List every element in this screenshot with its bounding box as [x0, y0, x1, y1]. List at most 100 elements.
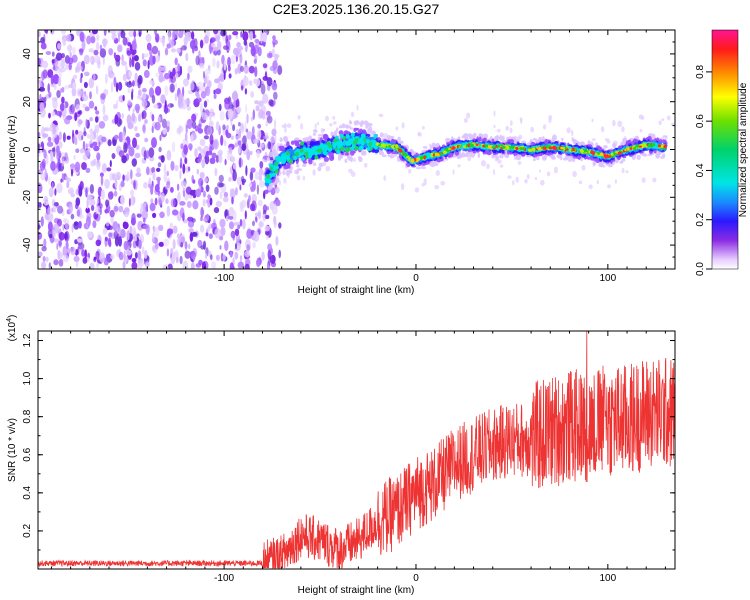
noise-speck [222, 254, 226, 261]
noise-speck [114, 114, 119, 125]
noise-speck [261, 251, 265, 261]
noise-speck [89, 91, 92, 100]
noise-speck [238, 128, 242, 139]
noise-speck [238, 147, 241, 154]
noise-speck [250, 46, 256, 57]
track-cell [381, 154, 387, 158]
noise-speck [58, 140, 63, 149]
noise-speck [466, 112, 471, 119]
noise-speck [166, 248, 170, 257]
noise-speck [222, 124, 226, 131]
noise-speck [246, 131, 253, 140]
noise-speck [204, 75, 208, 84]
noise-speck [39, 81, 42, 87]
noise-speck [190, 81, 195, 91]
noise-speck [103, 227, 108, 234]
noise-speck [223, 45, 229, 50]
track-cell [283, 135, 289, 142]
noise-speck [546, 171, 551, 177]
noise-speck [383, 175, 387, 182]
noise-speck [203, 35, 209, 44]
noise-speck [75, 260, 79, 268]
noise-speck [92, 220, 97, 229]
noise-speck [268, 256, 271, 267]
noise-speck [73, 221, 79, 226]
noise-speck [142, 92, 147, 100]
noise-speck [183, 30, 186, 35]
track-cell [510, 136, 516, 139]
noise-speck [43, 238, 47, 249]
noise-speck [267, 249, 272, 260]
noise-speck [231, 196, 234, 205]
noise-speck [131, 56, 135, 68]
noise-speck [246, 244, 250, 252]
noise-speck [167, 263, 173, 269]
noise-speck [92, 141, 98, 146]
track-cell [317, 136, 321, 142]
noise-speck [98, 141, 101, 148]
noise-speck [94, 106, 98, 111]
noise-speck [205, 68, 212, 75]
noise-speck [255, 216, 258, 222]
noise-speck [111, 32, 117, 41]
noise-speck [534, 176, 538, 181]
noise-speck [136, 167, 141, 175]
noise-speck [81, 39, 86, 51]
noise-speck [237, 261, 244, 269]
noise-speck [231, 231, 235, 239]
noise-speck [144, 137, 149, 143]
noise-speck [530, 126, 535, 133]
noise-speck [211, 261, 217, 269]
noise-speck [600, 126, 605, 133]
noise-speck [66, 181, 70, 189]
noise-speck [271, 205, 278, 215]
noise-speck [208, 120, 214, 127]
noise-speck [178, 125, 182, 136]
noise-speck [170, 48, 176, 53]
noise-speck [146, 150, 150, 159]
noise-speck [270, 187, 276, 196]
noise-speck [621, 126, 625, 133]
noise-speck [114, 177, 118, 188]
noise-speck [130, 189, 135, 197]
noise-speck [275, 236, 279, 246]
noise-speck [53, 202, 59, 207]
noise-speck [250, 91, 255, 98]
noise-speck [553, 166, 558, 174]
noise-speck [137, 220, 144, 231]
noise-speck [82, 103, 87, 109]
noise-speck [149, 80, 154, 85]
noise-speck [85, 149, 90, 157]
noise-speck [204, 86, 211, 97]
noise-speck [51, 96, 58, 102]
noise-speck [250, 116, 254, 122]
noise-speck [395, 126, 399, 131]
track-cell [266, 156, 270, 161]
noise-speck [130, 217, 136, 226]
track-cell [361, 151, 365, 154]
noise-speck [614, 179, 618, 184]
track-cell [534, 138, 538, 143]
noise-speck [145, 33, 152, 43]
noise-speck [90, 160, 95, 167]
noise-speck [141, 110, 147, 120]
noise-speck [129, 225, 133, 234]
noise-speck [51, 182, 54, 190]
track-cell [658, 139, 663, 144]
noise-speck [162, 38, 165, 47]
noise-speck [312, 169, 316, 176]
noise-speck [55, 52, 63, 61]
noise-speck [79, 148, 85, 154]
noise-speck [278, 222, 282, 229]
noise-speck [219, 218, 226, 228]
track-cell [568, 158, 571, 162]
noise-speck [39, 93, 42, 101]
noise-speck [219, 73, 225, 83]
noise-speck [95, 250, 100, 260]
track-cell [493, 138, 498, 141]
noise-speck [180, 241, 184, 248]
noise-speck [591, 118, 594, 123]
noise-speck [101, 163, 107, 173]
noise-speck [75, 104, 81, 112]
noise-speck [174, 92, 178, 101]
